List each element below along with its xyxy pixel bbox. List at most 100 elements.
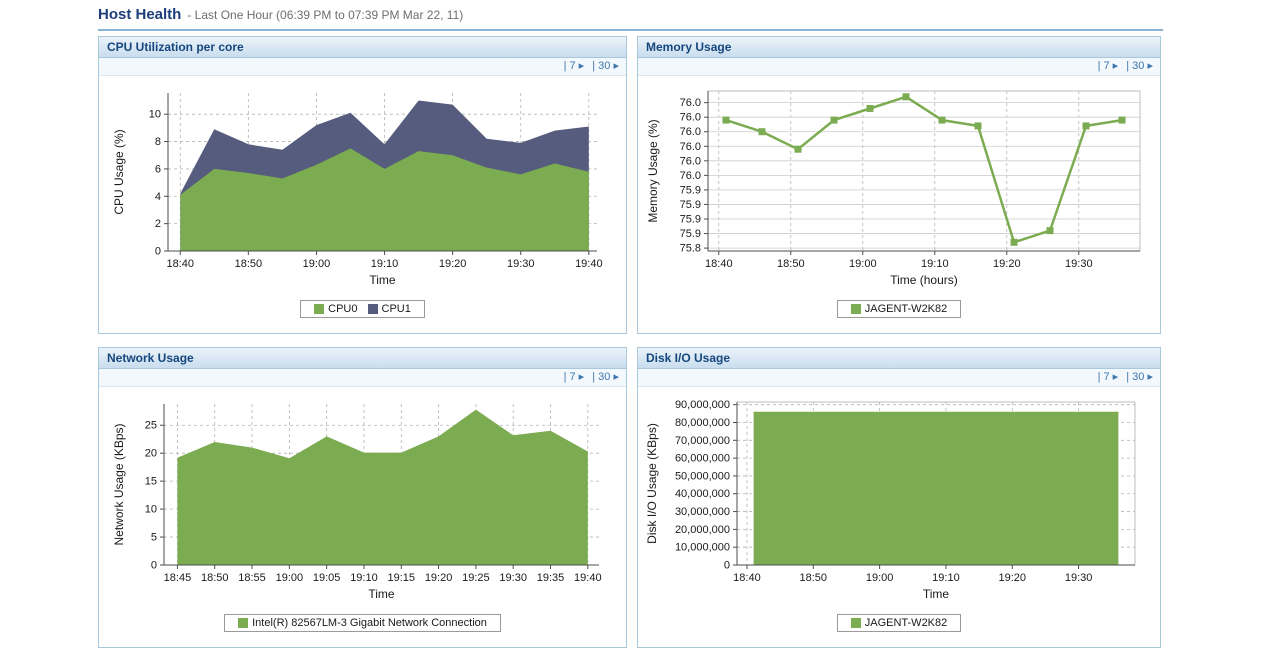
x-axis-label: Time [923, 587, 950, 601]
page-subtitle: - Last One Hour (06:39 PM to 07:39 PM Ma… [187, 8, 464, 22]
chart-legend: Intel(R) 82567LM-3 Gigabit Network Conne… [224, 614, 501, 633]
svg-text:19:00: 19:00 [276, 572, 304, 584]
svg-text:19:00: 19:00 [849, 258, 877, 270]
svg-text:18:40: 18:40 [166, 258, 194, 270]
legend-swatch [314, 304, 325, 315]
svg-text:18:45: 18:45 [164, 572, 192, 584]
range-link-30[interactable]: | 30 ▸ [592, 60, 619, 72]
svg-text:76.0: 76.0 [680, 126, 701, 138]
legend-swatch [850, 618, 861, 629]
x-axis: 18:40 18:50 19:00 19:10 19:20 19:30 [705, 251, 1093, 270]
svg-text:6: 6 [155, 163, 161, 175]
svg-text:0: 0 [155, 246, 161, 258]
panel-cpu-utilization: CPU Utilization per core | 7 ▸ | 30 ▸ 0 2… [98, 36, 627, 334]
svg-text:70,000,000: 70,000,000 [675, 435, 730, 447]
y-axis-label: CPU Usage (%) [112, 129, 126, 214]
svg-text:75.9: 75.9 [680, 199, 701, 211]
svg-text:2: 2 [155, 218, 161, 230]
svg-text:76.0: 76.0 [680, 97, 701, 109]
cpu-utilization-chart: 0 2 4 6 8 10 18:40 18:50 19:00 19:10 19:20 19:30 19:… [99, 76, 626, 319]
svg-text:4: 4 [155, 191, 161, 203]
axes [167, 93, 597, 252]
range-link-7[interactable]: | 7 ▸ [1097, 60, 1119, 72]
svg-text:19:30: 19:30 [499, 572, 527, 584]
chart-svg: 0 2 4 6 8 10 18:40 18:50 19:00 19:10 19:20 19:30 19:… [112, 93, 603, 287]
range-link-30[interactable]: | 30 ▸ [1126, 371, 1153, 383]
svg-text:19:25: 19:25 [462, 572, 490, 584]
panel-title: Memory Usage [638, 37, 1160, 58]
legend-label: JAGENT-W2K82 [864, 303, 948, 316]
panel-toolbar: | 7 ▸ | 30 ▸ [638, 58, 1160, 76]
svg-text:10: 10 [145, 504, 157, 516]
y-axis: 0 10,000,000 20,000,000 30,000,000 40,000,00… [675, 399, 737, 572]
y-axis: 0 5 10 15 20 25 [145, 420, 164, 572]
series-jagent-w2k82 [724, 95, 1124, 244]
series-intel-r-82567lm-3-gigabit-network-connection [177, 409, 588, 565]
svg-text:19:05: 19:05 [313, 572, 341, 584]
svg-text:19:35: 19:35 [537, 572, 565, 584]
svg-text:76.0: 76.0 [680, 155, 701, 167]
range-link-30[interactable]: | 30 ▸ [1126, 60, 1153, 72]
svg-text:90,000,000: 90,000,000 [675, 399, 730, 411]
y-axis: 0 2 4 6 8 10 [149, 109, 168, 258]
panel-network-usage: Network Usage | 7 ▸ | 30 ▸ 0 5 10 15 20 25 18:… [98, 347, 627, 648]
panel-title: Network Usage [99, 348, 626, 369]
range-link-7[interactable]: | 7 ▸ [563, 60, 585, 72]
svg-text:10: 10 [149, 109, 161, 121]
network-usage-chart: 0 5 10 15 20 25 18:45 18:50 18:55 19:00 19:05 19:10… [99, 387, 626, 633]
axes [707, 91, 1140, 252]
svg-text:19:20: 19:20 [439, 258, 467, 270]
x-axis: 18:40 18:50 19:00 19:10 19:20 19:30 [733, 565, 1092, 584]
svg-text:8: 8 [155, 136, 161, 148]
legend-item: JAGENT-W2K82 [850, 617, 947, 629]
svg-text:18:40: 18:40 [705, 258, 733, 270]
svg-text:19:10: 19:10 [350, 572, 378, 584]
data-point-marker [758, 128, 766, 136]
svg-text:19:20: 19:20 [999, 572, 1027, 584]
svg-text:18:50: 18:50 [777, 258, 805, 270]
range-link-30[interactable]: | 30 ▸ [592, 371, 619, 383]
svg-text:19:00: 19:00 [866, 572, 894, 584]
series-cpu0 [180, 148, 589, 251]
memory-usage-chart: 76.0 76.0 76.0 76.0 76.0 76.0 75.9 75.9 75.9 75.9… [638, 76, 1160, 319]
svg-text:19:15: 19:15 [388, 572, 416, 584]
data-point-marker [1118, 116, 1126, 124]
disk-io-usage-chart: 0 10,000,000 20,000,000 30,000,000 40,000,00… [638, 387, 1160, 633]
svg-text:19:10: 19:10 [371, 258, 399, 270]
svg-text:40,000,000: 40,000,000 [675, 488, 730, 500]
panel-toolbar: | 7 ▸ | 30 ▸ [99, 369, 626, 387]
x-axis-label: Time [369, 273, 396, 287]
data-point-marker [866, 104, 874, 112]
svg-text:18:50: 18:50 [201, 572, 229, 584]
page-header: Host Health - Last One Hour (06:39 PM to … [98, 6, 1163, 31]
panel-disk-io-usage: Disk I/O Usage | 7 ▸ | 30 ▸ 0 10,000,000 2… [637, 347, 1161, 648]
data-point-marker [1010, 238, 1018, 246]
svg-text:75.9: 75.9 [680, 214, 701, 226]
svg-text:0: 0 [724, 560, 730, 572]
range-link-7[interactable]: | 7 ▸ [563, 371, 585, 383]
panel-title: Disk I/O Usage [638, 348, 1160, 369]
svg-text:18:40: 18:40 [733, 572, 761, 584]
svg-text:19:10: 19:10 [921, 258, 949, 270]
y-axis-label: Memory Usage (%) [646, 119, 660, 222]
svg-text:19:00: 19:00 [303, 258, 331, 270]
plot-area [753, 411, 1119, 565]
data-point-marker [974, 122, 982, 130]
panel-title: CPU Utilization per core [99, 37, 626, 58]
legend-item: Intel(R) 82567LM-3 Gigabit Network Conne… [238, 617, 487, 629]
x-axis-label: Time (hours) [890, 273, 958, 287]
svg-text:30,000,000: 30,000,000 [675, 506, 730, 518]
y-axis-label: Disk I/O Usage (KBps) [645, 423, 659, 544]
chart-svg: 0 10,000,000 20,000,000 30,000,000 40,000,00… [645, 399, 1136, 601]
svg-text:18:50: 18:50 [235, 258, 263, 270]
legend-label: Intel(R) 82567LM-3 Gigabit Network Conne… [252, 617, 487, 630]
x-axis-label: Time [368, 587, 395, 601]
data-point-marker [794, 145, 802, 153]
legend-swatch [850, 304, 861, 315]
panel-memory-usage: Memory Usage | 7 ▸ | 30 ▸ 76.0 76.0 76.0 76… [637, 36, 1161, 334]
svg-text:18:50: 18:50 [800, 572, 828, 584]
range-link-7[interactable]: | 7 ▸ [1097, 371, 1119, 383]
chart-svg: 0 5 10 15 20 25 18:45 18:50 18:55 19:00 19:05 19:10… [112, 404, 602, 601]
chart-svg: 76.0 76.0 76.0 76.0 76.0 76.0 75.9 75.9 75.9 75.9… [646, 90, 1141, 287]
